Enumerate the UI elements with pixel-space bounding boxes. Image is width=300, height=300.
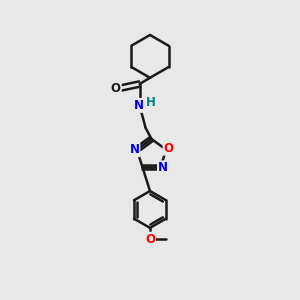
Text: N: N (158, 161, 168, 174)
Text: O: O (164, 142, 174, 155)
Text: O: O (111, 82, 121, 95)
Text: N: N (129, 143, 140, 156)
Text: H: H (146, 96, 156, 109)
Text: N: N (134, 99, 144, 112)
Text: O: O (145, 233, 155, 246)
